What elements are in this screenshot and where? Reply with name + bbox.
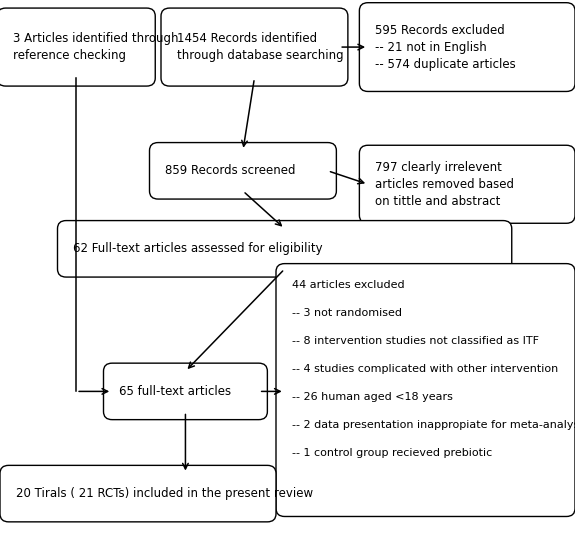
Text: 62 Full-text articles assessed for eligibility: 62 Full-text articles assessed for eligi… [73,242,323,256]
Text: 20 Tirals ( 21 RCTs) included in the present review: 20 Tirals ( 21 RCTs) included in the pre… [16,487,313,500]
FancyBboxPatch shape [161,8,348,86]
FancyBboxPatch shape [0,465,276,522]
Text: 859 Records screened: 859 Records screened [165,164,296,178]
FancyBboxPatch shape [359,145,575,223]
FancyBboxPatch shape [104,363,267,420]
Text: 3 Articles identified through
reference checking: 3 Articles identified through reference … [13,32,178,62]
Text: 65 full-text articles: 65 full-text articles [119,385,231,398]
FancyBboxPatch shape [58,221,512,277]
Text: 797 clearly irrelevent
articles removed based
on tittle and abstract: 797 clearly irrelevent articles removed … [375,161,514,208]
FancyBboxPatch shape [276,264,575,516]
Text: 595 Records excluded
-- 21 not in English
-- 574 duplicate articles: 595 Records excluded -- 21 not in Englis… [375,24,516,70]
Text: 1454 Records identified
through database searching: 1454 Records identified through database… [177,32,343,62]
FancyBboxPatch shape [150,143,336,199]
FancyBboxPatch shape [0,8,155,86]
Text: 44 articles excluded

-- 3 not randomised

-- 8 intervention studies not classif: 44 articles excluded -- 3 not randomised… [292,280,575,458]
FancyBboxPatch shape [359,3,575,91]
